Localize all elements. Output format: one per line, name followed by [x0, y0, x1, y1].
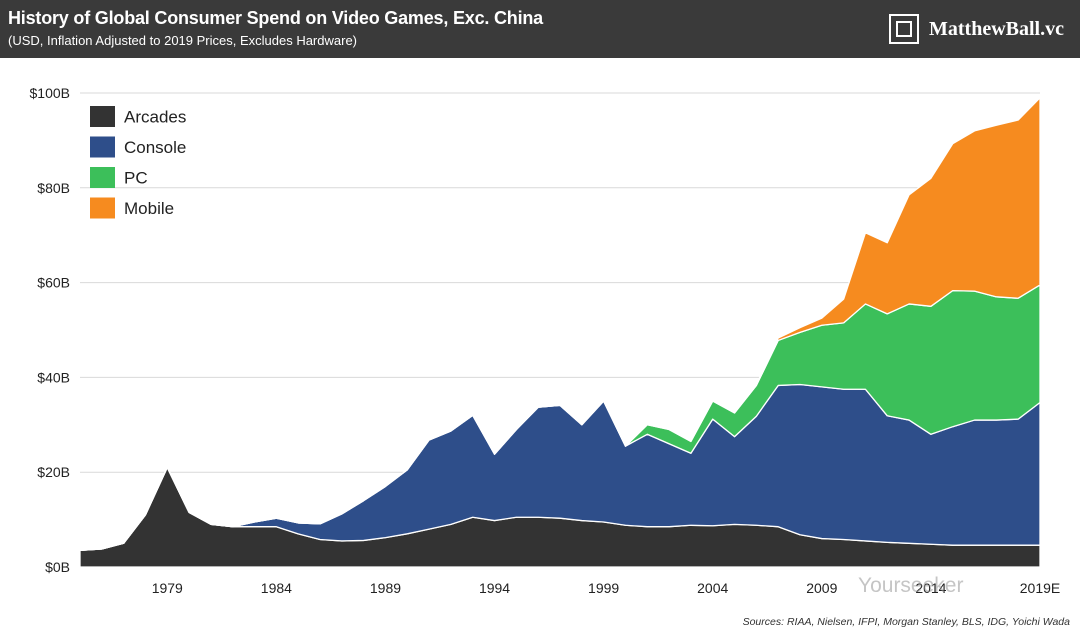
x-axis-ticks: 1979 1984 1989 1994 1999 2004 2009 2014 2019E: [152, 580, 1061, 596]
brand[interactable]: MatthewBall.vc: [889, 12, 1064, 46]
legend-label-arcades: Arcades: [124, 108, 186, 127]
y-tick-label: $40B: [37, 369, 70, 385]
y-tick-label: $100B: [30, 85, 70, 101]
y-tick-label: $80B: [37, 180, 70, 196]
legend-swatch-mobile: [90, 197, 115, 219]
x-tick-label: 1994: [479, 580, 510, 596]
chart-area: $0B $20B $40B $60B $80B $100B 1979 1984 1989 199…: [0, 58, 1080, 634]
y-tick-label: $60B: [37, 275, 70, 291]
legend: Arcades Console PC Mobile: [90, 106, 186, 219]
brand-name: MatthewBall.vc: [929, 17, 1064, 40]
brand-logo-icon: [889, 14, 920, 44]
x-tick-label: 1989: [370, 580, 401, 596]
y-tick-label: $20B: [37, 464, 70, 480]
chart-title: History of Global Consumer Spend on Vide…: [8, 8, 543, 28]
y-axis-ticks: $0B $20B $40B $60B $80B $100B: [30, 85, 70, 575]
legend-swatch-arcades: [90, 106, 115, 127]
area-mobile: [79, 97, 1041, 552]
legend-swatch-pc: [90, 167, 115, 188]
chart-header: History of Global Consumer Spend on Vide…: [0, 0, 1080, 58]
series-areas: [79, 97, 1041, 568]
x-tick-label: 2014: [915, 580, 946, 596]
sources-note: Sources: RIAA, Nielsen, IFPI, Morgan Sta…: [742, 616, 1070, 628]
chart-subtitle: (USD, Inflation Adjusted to 2019 Prices,…: [8, 33, 358, 48]
legend-label-pc: PC: [124, 169, 148, 188]
x-tick-label: 2004: [697, 580, 728, 596]
y-tick-label: $0B: [45, 559, 70, 575]
x-tick-label: 1984: [261, 580, 292, 596]
x-tick-label: 1999: [588, 580, 619, 596]
legend-label-console: Console: [124, 138, 186, 157]
watermark: Yourseeker: [858, 574, 964, 597]
x-tick-label: 2019E: [1020, 580, 1060, 596]
legend-swatch-console: [90, 136, 115, 158]
x-tick-label: 2009: [806, 580, 837, 596]
legend-label-mobile: Mobile: [124, 199, 174, 218]
x-tick-label: 1979: [152, 580, 183, 596]
stacked-area-chart: $0B $20B $40B $60B $80B $100B 1979 1984 1989 199…: [30, 85, 1061, 596]
